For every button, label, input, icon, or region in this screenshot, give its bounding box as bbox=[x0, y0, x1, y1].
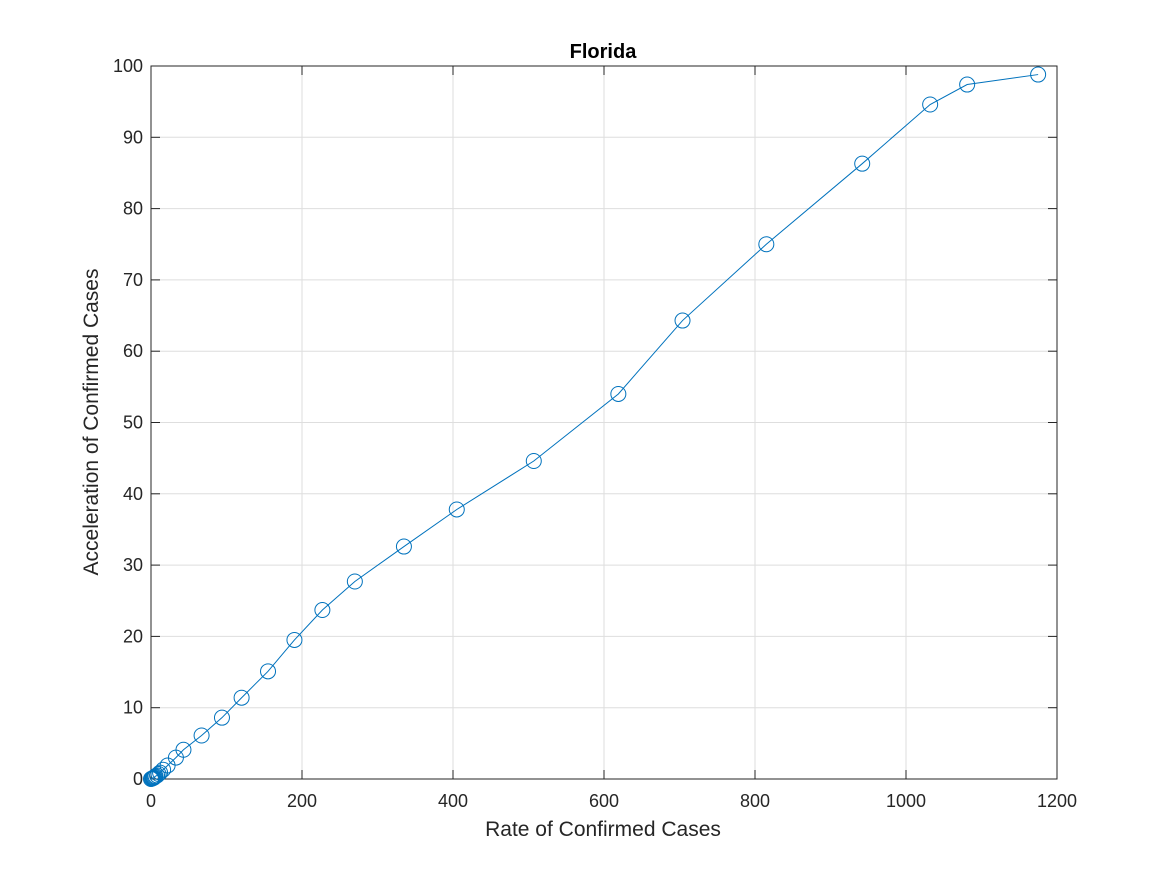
y-tick-label: 40 bbox=[123, 484, 143, 504]
y-tick-label: 0 bbox=[133, 769, 143, 789]
data-point-marker bbox=[610, 385, 627, 402]
x-tick-label: 800 bbox=[740, 791, 770, 811]
data-point-marker bbox=[959, 76, 976, 93]
y-tick-label: 50 bbox=[123, 413, 143, 433]
y-tick-label: 90 bbox=[123, 127, 143, 147]
y-tick-label: 20 bbox=[123, 626, 143, 646]
data-point-marker bbox=[175, 741, 192, 758]
y-tick-label: 70 bbox=[123, 270, 143, 290]
data-point-marker bbox=[346, 573, 363, 590]
data-point-marker bbox=[1030, 66, 1047, 83]
data-point-marker bbox=[149, 767, 166, 784]
y-tick-label: 10 bbox=[123, 698, 143, 718]
x-tick-label: 1200 bbox=[1037, 791, 1077, 811]
grid-layer bbox=[150, 65, 1058, 780]
data-point-marker bbox=[854, 155, 871, 172]
label-layer: Florida Rate of Confirmed Cases Accelera… bbox=[80, 41, 721, 841]
data-point-marker bbox=[395, 538, 412, 555]
y-tick-label: 30 bbox=[123, 555, 143, 575]
data-point-marker bbox=[758, 236, 775, 253]
y-tick-label: 80 bbox=[123, 199, 143, 219]
data-point-marker bbox=[448, 501, 465, 518]
data-point-marker bbox=[525, 453, 542, 470]
series-line bbox=[150, 74, 1039, 780]
data-point-marker bbox=[150, 766, 167, 783]
series-layer bbox=[143, 66, 1047, 787]
data-point-marker bbox=[922, 96, 939, 113]
y-tick-label: 100 bbox=[113, 56, 143, 76]
data-point-marker bbox=[260, 663, 277, 680]
y-axis-title: Acceleration of Confirmed Cases bbox=[80, 269, 103, 576]
data-point-marker bbox=[674, 312, 691, 329]
chart-title: Florida bbox=[570, 41, 638, 63]
data-point-marker bbox=[193, 727, 210, 744]
data-point-marker bbox=[155, 761, 172, 778]
data-point-marker bbox=[233, 689, 250, 706]
axes-layer: 0 200 400 600 800 1000 1200 0 10 20 30 40 50 60 70 80 90… bbox=[113, 56, 1077, 811]
x-tick-label: 200 bbox=[287, 791, 317, 811]
x-tick-label: 1000 bbox=[886, 791, 926, 811]
y-tick-label: 60 bbox=[123, 341, 143, 361]
x-tick-label: 400 bbox=[438, 791, 468, 811]
data-point-marker bbox=[286, 631, 303, 648]
x-axis-title: Rate of Confirmed Cases bbox=[485, 818, 721, 841]
data-point-marker bbox=[314, 602, 331, 619]
x-tick-label: 600 bbox=[589, 791, 619, 811]
data-point-marker bbox=[213, 709, 230, 726]
x-tick-label: 0 bbox=[146, 791, 156, 811]
